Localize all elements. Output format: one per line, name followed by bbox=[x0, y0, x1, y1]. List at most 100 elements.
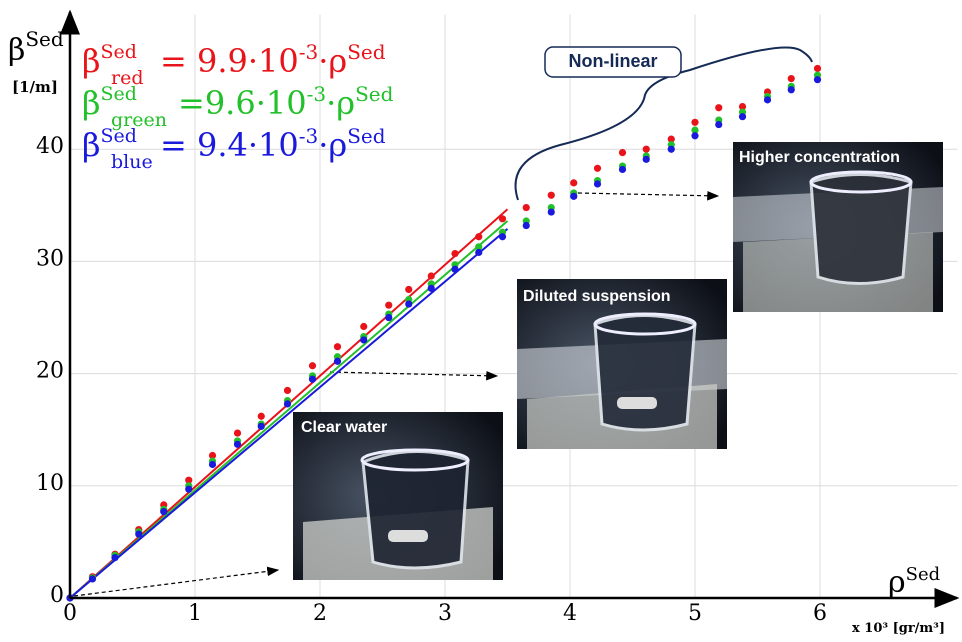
data-point bbox=[787, 86, 795, 94]
data-point bbox=[427, 272, 435, 280]
data-point bbox=[308, 362, 317, 370]
eq-sup: Sed bbox=[101, 41, 137, 63]
data-point bbox=[283, 386, 292, 395]
y-tick-label: 40 bbox=[36, 134, 64, 159]
y-tick-label: 30 bbox=[36, 246, 64, 271]
data-point bbox=[257, 412, 265, 420]
data-point bbox=[308, 375, 317, 383]
data-point bbox=[667, 135, 675, 143]
data-point bbox=[522, 221, 530, 230]
data-point bbox=[667, 145, 675, 153]
data-point bbox=[813, 64, 822, 73]
data-point bbox=[283, 400, 292, 408]
eq-sub: blue bbox=[111, 151, 153, 173]
eq-rhs: =9.6·10 bbox=[178, 84, 307, 122]
y-axis-label: βSed bbox=[8, 27, 64, 68]
eq-sub: red bbox=[111, 67, 144, 89]
data-point bbox=[547, 191, 555, 199]
eq-tail-sup: Sed bbox=[347, 40, 386, 64]
data-point bbox=[715, 104, 723, 112]
y-label-sup: Sed bbox=[25, 27, 64, 51]
data-point bbox=[618, 165, 627, 174]
photo-caption: Higher concentration bbox=[739, 149, 900, 166]
data-point bbox=[385, 301, 393, 309]
data-point bbox=[738, 102, 747, 111]
brace bbox=[514, 46, 813, 201]
data-point bbox=[208, 451, 217, 460]
data-point bbox=[498, 215, 507, 223]
eq-exp: -3 bbox=[299, 40, 318, 64]
data-point bbox=[498, 233, 507, 241]
data-point bbox=[522, 203, 530, 212]
photo-caption: Diluted suspension bbox=[523, 288, 671, 305]
x-axis-unit: x 10³ [gr/m³] bbox=[852, 621, 945, 636]
eq-sub: green bbox=[111, 109, 167, 131]
data-point bbox=[451, 249, 459, 258]
data-point bbox=[185, 485, 193, 493]
data-point bbox=[691, 132, 699, 140]
data-point bbox=[570, 192, 578, 200]
data-point bbox=[405, 285, 413, 294]
data-point bbox=[475, 233, 483, 241]
x-tick-label: 4 bbox=[563, 601, 577, 626]
data-point bbox=[233, 429, 242, 437]
data-point bbox=[813, 76, 822, 84]
data-point bbox=[618, 148, 627, 157]
x-tick-label: 2 bbox=[313, 601, 327, 626]
data-point bbox=[233, 440, 242, 448]
x-tick-label: 5 bbox=[688, 601, 702, 626]
data-point bbox=[570, 179, 578, 187]
data-point bbox=[160, 508, 168, 516]
data-point bbox=[360, 322, 368, 331]
data-point bbox=[333, 343, 342, 351]
y-tick-label: 0 bbox=[50, 583, 64, 608]
fit-line bbox=[69, 228, 509, 599]
photo-clear-water: Clear water bbox=[293, 412, 503, 580]
eq-symbol: β bbox=[82, 84, 101, 122]
data-point bbox=[691, 126, 699, 134]
eq-sup: Sed bbox=[101, 83, 137, 105]
eq-rhs: = 9.9·10 bbox=[160, 42, 299, 80]
photo-higher: Higher concentration bbox=[733, 142, 943, 312]
eq-tail-sup: Sed bbox=[355, 82, 394, 106]
data-point bbox=[547, 208, 555, 216]
y-label-symbol: β bbox=[8, 33, 25, 68]
eq-sup: Sed bbox=[101, 125, 137, 147]
data-point bbox=[88, 575, 97, 583]
photo-caption: Clear water bbox=[301, 419, 387, 436]
data-point bbox=[475, 243, 483, 251]
x-tick-label: 0 bbox=[63, 601, 77, 626]
data-point bbox=[405, 300, 413, 308]
data-point bbox=[593, 164, 602, 172]
equation: βSed blue = 9.4·10-3·ρSed bbox=[82, 124, 386, 173]
data-point bbox=[257, 422, 265, 430]
eq-tail: ·ρ bbox=[326, 84, 355, 122]
data-point bbox=[360, 336, 368, 344]
data-point bbox=[385, 313, 393, 322]
data-point bbox=[451, 265, 459, 273]
x-label-sup: Sed bbox=[906, 564, 941, 585]
data-point bbox=[691, 118, 699, 126]
eq-rhs: = 9.4·10 bbox=[160, 126, 299, 164]
y-axis-unit: [1/m] bbox=[12, 78, 58, 96]
data-point bbox=[111, 554, 119, 562]
x-label-symbol: ρ bbox=[888, 565, 906, 600]
eq-exp: -3 bbox=[307, 82, 326, 106]
eq-exp: -3 bbox=[299, 124, 318, 148]
x-tick-label: 6 bbox=[813, 601, 827, 626]
data-point bbox=[475, 248, 483, 257]
arrows bbox=[73, 190, 720, 597]
data-point bbox=[208, 460, 217, 469]
data-point bbox=[135, 530, 143, 538]
data-point bbox=[642, 155, 650, 163]
data-point bbox=[185, 476, 193, 484]
x-tick-label: 3 bbox=[438, 601, 452, 626]
eq-symbol: β bbox=[82, 42, 101, 80]
data-point bbox=[593, 180, 602, 188]
equation: βSed red = 9.9·10-3·ρSed bbox=[82, 40, 386, 89]
data-point bbox=[642, 145, 650, 153]
data-point bbox=[738, 113, 747, 121]
equation: βSed green =9.6·10-3·ρSed bbox=[82, 82, 394, 131]
x-tick-label: 1 bbox=[188, 601, 202, 626]
